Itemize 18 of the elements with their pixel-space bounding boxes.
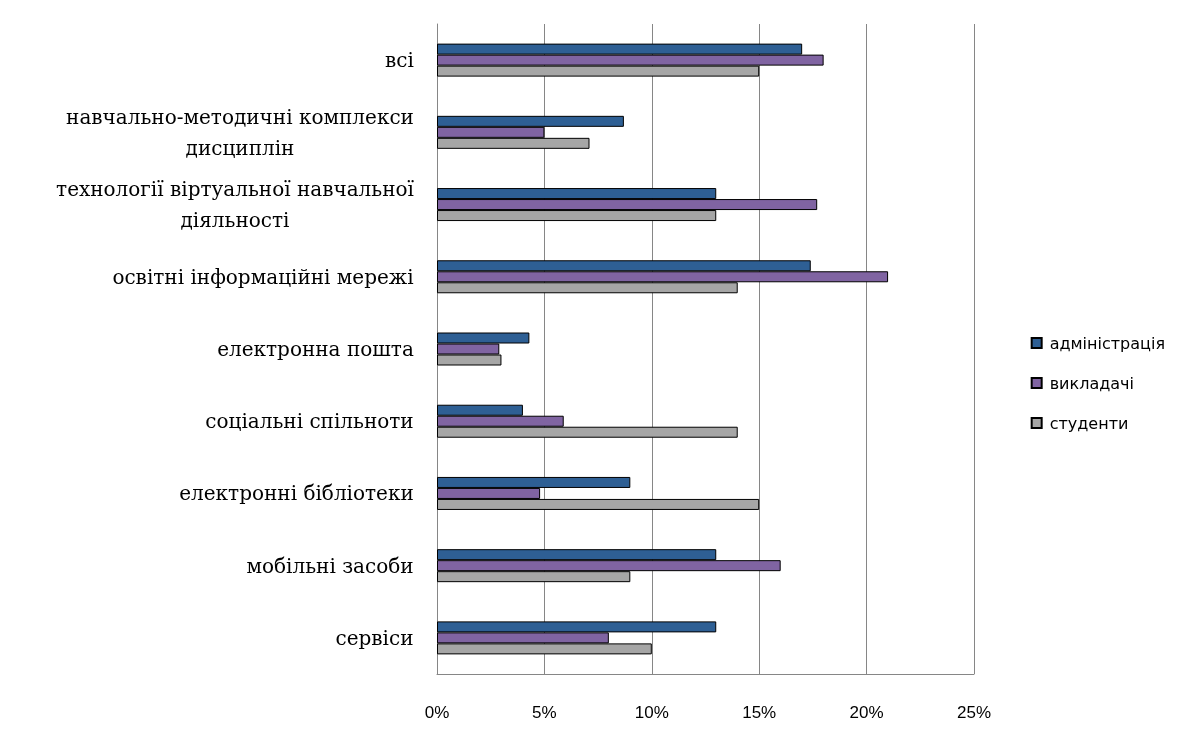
legend-label: студенти xyxy=(1049,413,1129,433)
y-tick-label: навчально-методичні комплекси дисциплін xyxy=(66,104,414,160)
y-tick-label: мобільні засоби xyxy=(246,553,414,578)
x-tick-label: 0% xyxy=(424,703,450,722)
legend-label: викладачі xyxy=(1049,373,1134,393)
x-tick-label: 20% xyxy=(849,703,884,722)
x-tick-label: 25% xyxy=(956,703,992,722)
x-tick-label: 15% xyxy=(742,703,777,722)
y-tick-label: електронна пошта xyxy=(217,337,414,361)
legend-label: адміністрація xyxy=(1049,333,1165,353)
y-tick-label: електронні бібліотеки xyxy=(179,481,414,506)
y-tick-label: освітні інформаційні мережі xyxy=(112,264,414,289)
y-tick-label: сервіси xyxy=(335,625,414,650)
y-tick-label: технології віртуальної навчальної діяльності xyxy=(56,177,415,233)
y-tick-label: соціальні спільноти xyxy=(205,409,414,434)
x-tick-label: 5% xyxy=(532,703,557,722)
y-tick-label: всі xyxy=(385,48,414,73)
x-tick-label: 10% xyxy=(634,703,669,722)
